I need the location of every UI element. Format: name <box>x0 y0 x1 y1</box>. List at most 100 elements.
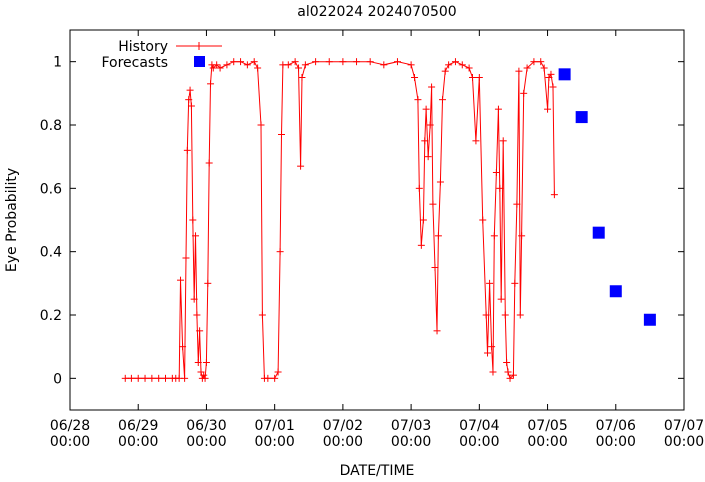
history-point <box>213 61 221 69</box>
history-point <box>482 311 490 319</box>
history-point <box>486 279 494 287</box>
y-tick-label: 0.4 <box>40 245 62 261</box>
history-point <box>511 279 519 287</box>
history-point <box>353 58 361 66</box>
history-point <box>183 146 191 154</box>
history-point <box>530 58 538 66</box>
history-point <box>276 248 284 256</box>
history-point <box>271 374 279 382</box>
history-point <box>186 86 194 94</box>
legend-label-history: History <box>118 39 168 55</box>
x-tick-label-time: 00:00 <box>596 434 636 450</box>
forecast-point <box>609 285 622 298</box>
x-tick-label-date: 06/30 <box>186 418 226 434</box>
axis-ticks: 00.20.40.60.8106/2800:0006/2900:0006/300… <box>40 30 704 450</box>
x-tick-label-time: 00:00 <box>323 434 363 450</box>
history-point <box>141 374 149 382</box>
history-point <box>187 102 195 110</box>
history-point <box>204 279 212 287</box>
history-point <box>207 80 215 88</box>
history-point <box>547 70 555 78</box>
history-point <box>301 61 309 69</box>
x-tick-label-time: 00:00 <box>254 434 294 450</box>
x-tick-label-time: 00:00 <box>186 434 226 450</box>
x-tick-label-date: 07/06 <box>596 418 636 434</box>
series-layer <box>121 58 656 382</box>
history-point <box>411 74 419 81</box>
history-point <box>230 58 238 66</box>
history-point <box>201 374 209 382</box>
history-point <box>407 61 415 69</box>
x-tick-label-time: 00:00 <box>459 434 499 450</box>
y-tick-label: 0 <box>53 371 62 387</box>
history-point <box>190 295 198 303</box>
x-tick-label-date: 07/04 <box>459 418 499 434</box>
history-point <box>414 96 422 104</box>
history-point <box>417 241 425 249</box>
x-tick-label-time: 00:00 <box>664 434 704 450</box>
history-point <box>366 58 374 66</box>
history-point <box>193 311 201 319</box>
history-point <box>429 200 437 208</box>
history-point <box>297 162 305 170</box>
history-point <box>185 96 193 104</box>
history-point <box>550 191 558 199</box>
history-point <box>257 121 265 129</box>
y-tick-label: 1 <box>53 55 62 71</box>
history-point <box>415 184 423 192</box>
history-point <box>494 105 502 113</box>
history-point <box>155 374 163 382</box>
legend: History Forecasts <box>101 39 222 71</box>
x-tick-label-time: 00:00 <box>118 434 158 450</box>
history-point <box>202 359 210 366</box>
history-point <box>513 200 521 208</box>
history-point <box>179 343 187 351</box>
history-point <box>148 374 156 382</box>
history-point <box>469 74 477 81</box>
legend-label-forecasts: Forecasts <box>101 55 168 71</box>
history-point <box>497 295 505 303</box>
y-axis-label: Eye Probability <box>4 168 20 272</box>
x-tick-label-time: 00:00 <box>50 434 90 450</box>
y-tick-label: 0.8 <box>40 118 62 134</box>
history-point <box>428 83 436 91</box>
history-point <box>509 371 517 379</box>
history-point <box>503 359 511 366</box>
history-point <box>544 105 552 113</box>
x-tick-label-date: 07/02 <box>323 418 363 434</box>
x-axis-label: DATE/TIME <box>340 463 415 479</box>
history-point <box>520 89 528 97</box>
history-point <box>419 216 427 224</box>
y-tick-label: 0.2 <box>40 308 62 324</box>
history-point <box>192 232 200 240</box>
history-point <box>515 67 523 75</box>
history-point <box>295 64 303 72</box>
legend-marker-forecasts <box>194 56 205 67</box>
x-tick-label-time: 00:00 <box>527 434 567 450</box>
x-tick-label-time: 00:00 <box>391 434 431 450</box>
history-point <box>274 368 282 376</box>
history-point <box>431 264 439 271</box>
history-point <box>451 58 459 66</box>
history-point <box>441 67 449 75</box>
history-point <box>393 58 401 66</box>
history-point <box>339 58 347 66</box>
history-point <box>243 61 251 69</box>
history-point <box>162 374 170 382</box>
history-point <box>223 61 231 69</box>
x-tick-label-date: 07/01 <box>254 418 294 434</box>
history-point <box>540 64 548 72</box>
forecast-point <box>592 226 605 239</box>
y-tick-label: 0.6 <box>40 181 62 197</box>
history-point <box>421 137 429 145</box>
history-point <box>433 327 441 335</box>
history-point <box>504 368 512 376</box>
history-point <box>264 374 272 382</box>
history-point <box>445 61 453 69</box>
history-point <box>479 216 487 224</box>
history-point <box>250 58 258 66</box>
history-point <box>501 311 509 319</box>
history-point <box>134 374 142 382</box>
history-point <box>216 64 224 72</box>
history-point <box>205 159 213 167</box>
